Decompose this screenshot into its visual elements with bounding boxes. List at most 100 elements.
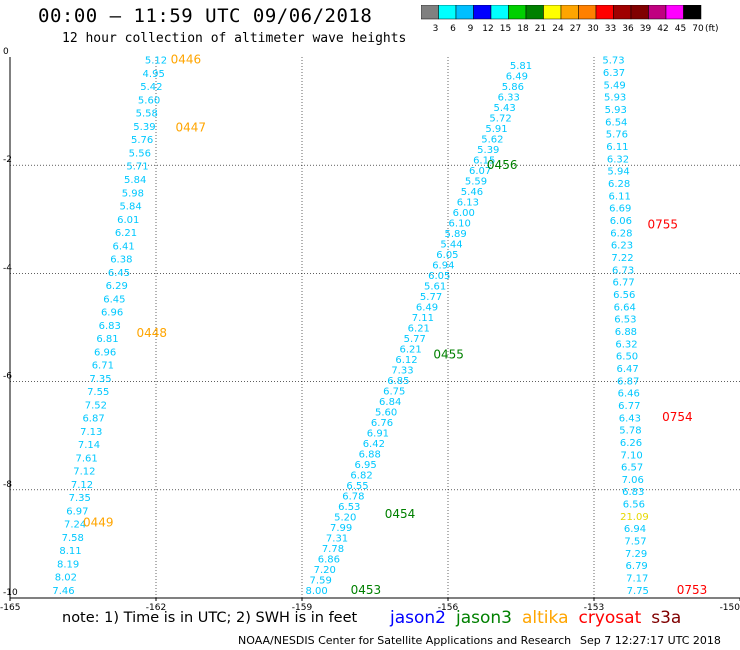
swh-value-jason3: 6.21	[408, 324, 430, 335]
colorbar-label: 42	[657, 24, 668, 34]
swh-value-cryosat: 6.87	[617, 376, 639, 387]
colorbar-label: 45	[675, 24, 686, 34]
swh-value-jason3: 6.21	[399, 344, 421, 355]
swh-value-cryosat: 6.83	[622, 487, 644, 498]
swh-value-cryosat: 6.73	[612, 265, 634, 276]
swh-value-cryosat: 21.09	[620, 512, 649, 523]
swh-value-jason3: 6.95	[355, 460, 377, 471]
pass-time-label-altika: 0448	[137, 326, 168, 340]
swh-value-jason3: 6.49	[506, 72, 528, 83]
swh-value-altika: 6.29	[106, 281, 128, 292]
swh-value-altika: 7.55	[87, 387, 109, 398]
swh-value-altika: 6.01	[117, 215, 139, 226]
x-tick-label: -165	[0, 603, 20, 613]
chart-title: 00:00 – 11:59 UTC 09/06/2018	[38, 5, 373, 27]
swh-value-jason3: 5.61	[424, 282, 446, 293]
swh-value-jason3: 6.05	[436, 250, 458, 261]
swh-value-cryosat: 6.26	[620, 438, 642, 449]
swh-value-jason3: 5.44	[440, 240, 462, 251]
swh-value-jason3: 6.82	[350, 470, 372, 481]
legend-entry-jason2: jason2	[390, 608, 446, 628]
swh-value-jason3: 6.85	[387, 376, 409, 387]
swh-value-cryosat: 7.06	[622, 475, 644, 486]
swh-value-cryosat: 6.06	[610, 216, 632, 227]
swh-value-altika: 7.13	[80, 427, 102, 438]
legend-entry-s3a: s3a	[651, 608, 682, 628]
swh-value-jason3: 6.91	[367, 428, 389, 439]
swh-value-jason3: 5.59	[465, 177, 487, 188]
swh-value-cryosat: 5.78	[619, 426, 641, 437]
swh-value-cryosat: 5.93	[605, 105, 627, 116]
swh-value-jason3: 6.12	[395, 355, 417, 366]
swh-value-jason3: 5.91	[485, 124, 507, 135]
swh-value-altika: 6.21	[115, 228, 137, 239]
x-tick-label: -156	[438, 603, 459, 613]
pass-time-label-altika: 0449	[83, 515, 114, 529]
chart-subtitle: 12 hour collection of altimeter wave hei…	[62, 31, 407, 46]
swh-value-cryosat: 6.54	[605, 117, 627, 128]
swh-value-jason3: 7.33	[391, 365, 413, 376]
swh-value-cryosat: 6.88	[615, 327, 637, 338]
swh-value-altika: 5.12	[145, 56, 167, 67]
swh-value-cryosat: 6.11	[609, 191, 631, 202]
swh-value-cryosat: 6.79	[626, 561, 648, 572]
swh-value-altika: 7.58	[62, 533, 84, 544]
swh-value-jason3: 5.20	[334, 512, 356, 523]
swh-value-jason3: 6.88	[359, 449, 381, 460]
swh-value-altika: 6.38	[110, 255, 132, 266]
colorbar-label: 6	[450, 24, 456, 34]
pass-time-label-cryosat: 0755	[648, 218, 679, 232]
swh-value-altika: 5.76	[131, 135, 153, 146]
swh-value-jason3: 7.78	[322, 544, 344, 555]
y-tick-label: 0	[3, 47, 9, 57]
swh-value-cryosat: 6.64	[614, 302, 636, 313]
swh-value-jason3: 6.00	[453, 208, 475, 219]
swh-value-jason3: 6.94	[432, 261, 454, 272]
swh-value-cryosat: 6.32	[615, 339, 637, 350]
swh-value-jason3: 5.62	[481, 135, 503, 146]
swh-value-cryosat: 6.56	[623, 500, 645, 511]
colorbar-label: 21	[535, 24, 546, 34]
swh-value-altika: 7.14	[78, 440, 100, 451]
swh-value-jason3: 5.39	[477, 145, 499, 156]
swh-value-altika: 7.12	[71, 480, 93, 491]
swh-value-cryosat: 6.28	[610, 228, 632, 239]
swh-value-jason3: 6.33	[498, 93, 520, 104]
swh-value-jason3: 6.78	[342, 491, 364, 502]
x-tick-label: -159	[292, 603, 313, 613]
x-tick-label: -162	[146, 603, 166, 613]
swh-value-cryosat: 6.77	[618, 401, 640, 412]
swh-value-altika: 5.56	[129, 148, 151, 159]
swh-value-cryosat: 7.17	[626, 574, 648, 585]
swh-value-jason3: 5.60	[375, 407, 397, 418]
pass-time-label-altika: 0447	[175, 120, 206, 134]
swh-value-altika: 6.45	[103, 294, 125, 305]
colorbar-label: 36	[622, 24, 634, 34]
swh-value-altika: 6.96	[94, 347, 116, 358]
swh-value-cryosat: 7.75	[627, 586, 649, 597]
swh-value-altika: 5.39	[133, 122, 155, 133]
swh-value-cryosat: 7.57	[624, 537, 646, 548]
swh-value-jason3: 7.59	[310, 575, 332, 586]
swh-value-cryosat: 6.28	[608, 179, 630, 190]
swh-value-altika: 6.81	[96, 334, 118, 345]
legend-entry-cryosat: cryosat	[578, 608, 642, 628]
x-tick-label: -153	[584, 603, 604, 613]
footer-note: note: 1) Time is in UTC; 2) SWH is in fe…	[62, 610, 358, 626]
swh-value-cryosat: 6.50	[616, 352, 638, 363]
swh-value-altika: 6.83	[99, 321, 121, 332]
swh-value-jason3: 6.55	[346, 481, 368, 492]
y-tick-label: -6	[3, 372, 12, 382]
swh-value-cryosat: 7.22	[611, 253, 633, 264]
swh-value-cryosat: 6.56	[613, 290, 635, 301]
colorbar-label: 30	[587, 24, 599, 34]
colorbar-label: 27	[570, 24, 581, 34]
pass-time-label-jason3: 0456	[487, 158, 518, 172]
swh-value-altika: 6.87	[82, 414, 104, 425]
swh-value-jason3: 5.89	[444, 229, 466, 240]
swh-value-cryosat: 6.69	[609, 204, 631, 215]
swh-value-jason3: 6.86	[318, 554, 340, 565]
y-tick-label: -4	[3, 263, 12, 273]
swh-value-cryosat: 6.37	[603, 68, 625, 79]
